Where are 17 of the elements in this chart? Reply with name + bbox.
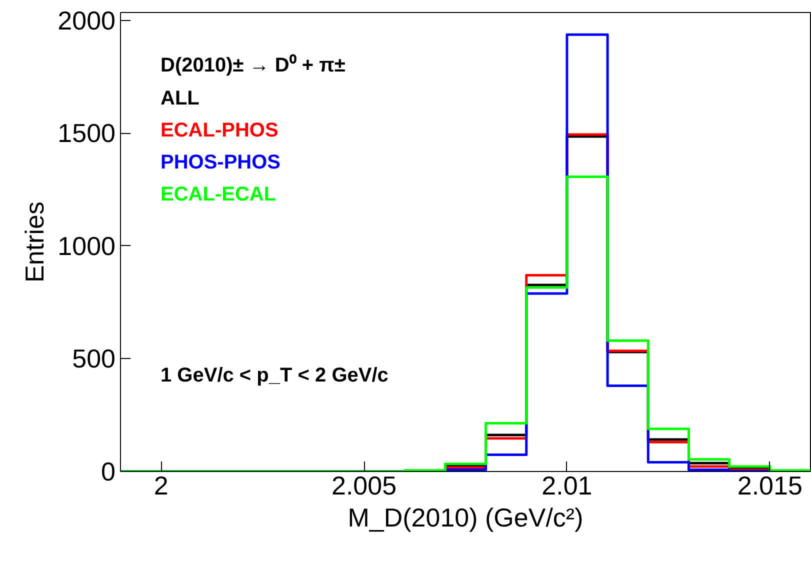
x-axis-title: M_D(2010) (GeV/c²) <box>348 502 584 532</box>
x-tick-label: 2.01 <box>542 470 592 500</box>
annotation: D(2010)± → D⁰ + π± <box>160 54 346 76</box>
text: ECAL-PHOS <box>160 120 278 142</box>
x-tick-label: 2.005 <box>332 470 397 500</box>
annotation: 1 GeV/c < p_T < 2 GeV/c <box>160 364 388 386</box>
text: ALL <box>160 88 200 110</box>
y-tick-label: 500 <box>72 344 116 374</box>
x-tick-label: 2.015 <box>737 470 802 500</box>
y-axis-title: Entries <box>20 202 50 282</box>
y-tick-label: 1500 <box>58 118 116 148</box>
y-tick-label: 0 <box>101 456 116 486</box>
x-tick-label: 2 <box>154 470 168 500</box>
text: ECAL-ECAL <box>160 184 276 206</box>
y-tick-label: 1000 <box>58 230 116 261</box>
text: PHOS-PHOS <box>160 152 281 174</box>
y-tick-label: 2000 <box>58 5 116 36</box>
